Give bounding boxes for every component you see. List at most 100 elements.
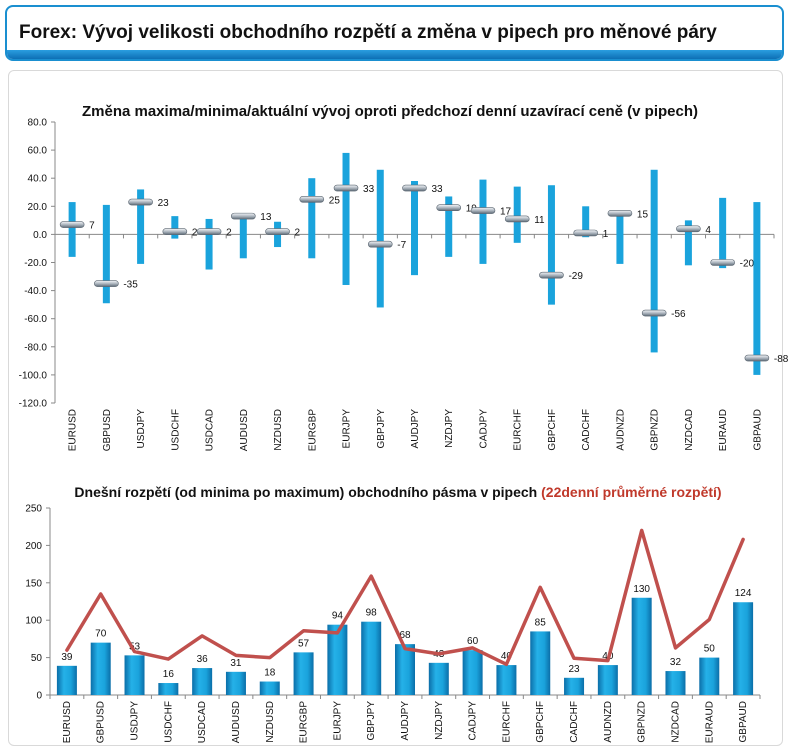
range-bar bbox=[205, 218, 213, 270]
spread-bar-label: 50 bbox=[704, 644, 716, 655]
spread-bar bbox=[462, 650, 483, 695]
chart2-x-tick-label: EURAUD bbox=[704, 701, 715, 743]
page-header: Forex: Vývoj velikosti obchodního rozpět… bbox=[5, 5, 784, 61]
chart2-x-tick-label: NZDUSD bbox=[265, 701, 276, 743]
chart2-y-tick-label: 150 bbox=[25, 578, 42, 589]
range-bar bbox=[376, 169, 384, 308]
spread-bar-label: 60 bbox=[467, 636, 479, 647]
range-bar bbox=[547, 185, 555, 305]
spread-bar bbox=[699, 657, 720, 695]
current-marker bbox=[744, 354, 770, 362]
current-marker bbox=[607, 210, 633, 217]
range-bar bbox=[308, 178, 316, 259]
chart1-x-tick-label: EURUSD bbox=[68, 409, 79, 451]
chart1-x-tick-label: GBPUSD bbox=[102, 409, 113, 451]
range-bar bbox=[582, 206, 590, 238]
range-bar bbox=[411, 181, 418, 276]
current-marker bbox=[162, 228, 188, 235]
spread-bar bbox=[225, 671, 246, 695]
current-value-label: 11 bbox=[534, 215, 545, 226]
chart1-x-tick-label: GBPAUD bbox=[752, 409, 763, 451]
spread-bar-label: 85 bbox=[535, 617, 547, 628]
spread-bar bbox=[665, 671, 686, 695]
current-marker bbox=[333, 184, 359, 192]
spread-bar bbox=[428, 662, 449, 695]
chart1-y-tick-label: 80.0 bbox=[28, 118, 48, 129]
chart2-title-suffix: (22denní průměrné rozpětí) bbox=[541, 484, 721, 500]
chart1-title: Změna maxima/minima/aktuální vývoj oprot… bbox=[82, 103, 698, 120]
chart1-y-tick-label: 60.0 bbox=[28, 146, 48, 157]
chart1-y-tick-label: -40.0 bbox=[24, 286, 47, 297]
chart2-x-tick-label: GBPJPY bbox=[366, 701, 377, 741]
current-value-label: 13 bbox=[260, 212, 272, 223]
chart2-y-tick-label: 100 bbox=[25, 616, 42, 627]
range-bar bbox=[445, 196, 453, 257]
current-marker bbox=[128, 198, 153, 206]
spread-bar bbox=[327, 624, 348, 695]
chart1-x-tick-label: AUDNZD bbox=[615, 409, 626, 451]
chart1-x-tick-label: GBPCHF bbox=[547, 409, 558, 451]
spread-bar-label: 36 bbox=[197, 654, 209, 665]
spread-bar-label: 124 bbox=[735, 588, 752, 599]
chart2-x-tick-label: GBPUSD bbox=[96, 701, 107, 743]
spread-bar bbox=[733, 602, 754, 695]
range-bar bbox=[650, 169, 658, 353]
chart2-x-tick-label: USDJPY bbox=[130, 701, 141, 741]
current-marker bbox=[94, 280, 119, 287]
spread-bar-label: 39 bbox=[61, 652, 73, 663]
spread-bar-label: 16 bbox=[163, 669, 175, 680]
chart1-x-tick-label: CADJPY bbox=[478, 409, 489, 449]
chart1-y-tick-label: -80.0 bbox=[24, 342, 47, 353]
current-value-label: 2 bbox=[192, 228, 198, 239]
range-bar bbox=[753, 202, 761, 375]
current-value-label: 33 bbox=[432, 184, 444, 195]
current-marker bbox=[470, 207, 496, 214]
chart2-x-tick-label: GBPAUD bbox=[738, 701, 749, 743]
chart1-x-tick-label: AUDJPY bbox=[410, 409, 421, 449]
spread-bar bbox=[597, 665, 618, 695]
spread-bar-label: 32 bbox=[670, 657, 682, 668]
chart2-x-tick-label: AUDUSD bbox=[231, 701, 242, 743]
spread-bar-label: 53 bbox=[129, 641, 141, 652]
range-bar bbox=[68, 202, 76, 257]
chart2-x-tick-label: USDCAD bbox=[197, 701, 208, 743]
chart1-x-tick-label: GBPJPY bbox=[376, 409, 387, 449]
chart2-x-tick-label: AUDNZD bbox=[603, 701, 614, 743]
chart1-y-tick-label: 0.0 bbox=[33, 230, 47, 241]
current-value-label: 33 bbox=[363, 184, 375, 195]
current-marker bbox=[710, 259, 735, 266]
chart1-y-tick-label: -120.0 bbox=[19, 399, 48, 410]
current-marker bbox=[231, 212, 256, 220]
current-marker bbox=[196, 228, 222, 235]
spread-bar bbox=[90, 642, 111, 695]
current-marker bbox=[504, 215, 530, 223]
chart1-x-tick-label: AUDUSD bbox=[239, 409, 250, 451]
current-value-label: 7 bbox=[89, 221, 95, 232]
spread-bar bbox=[564, 677, 585, 695]
chart2-x-tick-label: NZDCAD bbox=[670, 701, 681, 743]
current-marker bbox=[573, 229, 598, 237]
current-marker bbox=[299, 195, 325, 203]
chart2-y-tick-label: 200 bbox=[25, 541, 42, 552]
spread-bar bbox=[631, 597, 652, 695]
spread-bar-label: 40 bbox=[501, 651, 513, 662]
chart2-x-tick-label: CADJPY bbox=[468, 701, 479, 741]
spread-bar bbox=[293, 652, 314, 695]
range-bar bbox=[719, 197, 727, 269]
range-bar bbox=[684, 220, 692, 266]
spread-bar-label: 130 bbox=[633, 584, 650, 595]
spread-bar bbox=[496, 665, 517, 695]
current-value-label: 2 bbox=[226, 228, 232, 239]
chart2-x-tick-label: GBPNZD bbox=[637, 701, 648, 743]
current-value-label: 25 bbox=[329, 195, 341, 206]
chart2-x-tick-label: EURJPY bbox=[332, 701, 343, 741]
current-marker bbox=[676, 225, 701, 233]
spread-bar bbox=[56, 665, 77, 695]
spread-bar bbox=[361, 621, 382, 695]
chart1-x-tick-label: EURGBP bbox=[307, 409, 318, 452]
range-bar bbox=[616, 210, 624, 264]
chart2-title: Dnešní rozpětí (od minima po maximum) ob… bbox=[74, 484, 721, 500]
page-title: Forex: Vývoj velikosti obchodního rozpět… bbox=[19, 22, 717, 43]
chart1-x-tick-label: EURAUD bbox=[718, 409, 729, 451]
spread-bar-label: 31 bbox=[230, 658, 242, 669]
